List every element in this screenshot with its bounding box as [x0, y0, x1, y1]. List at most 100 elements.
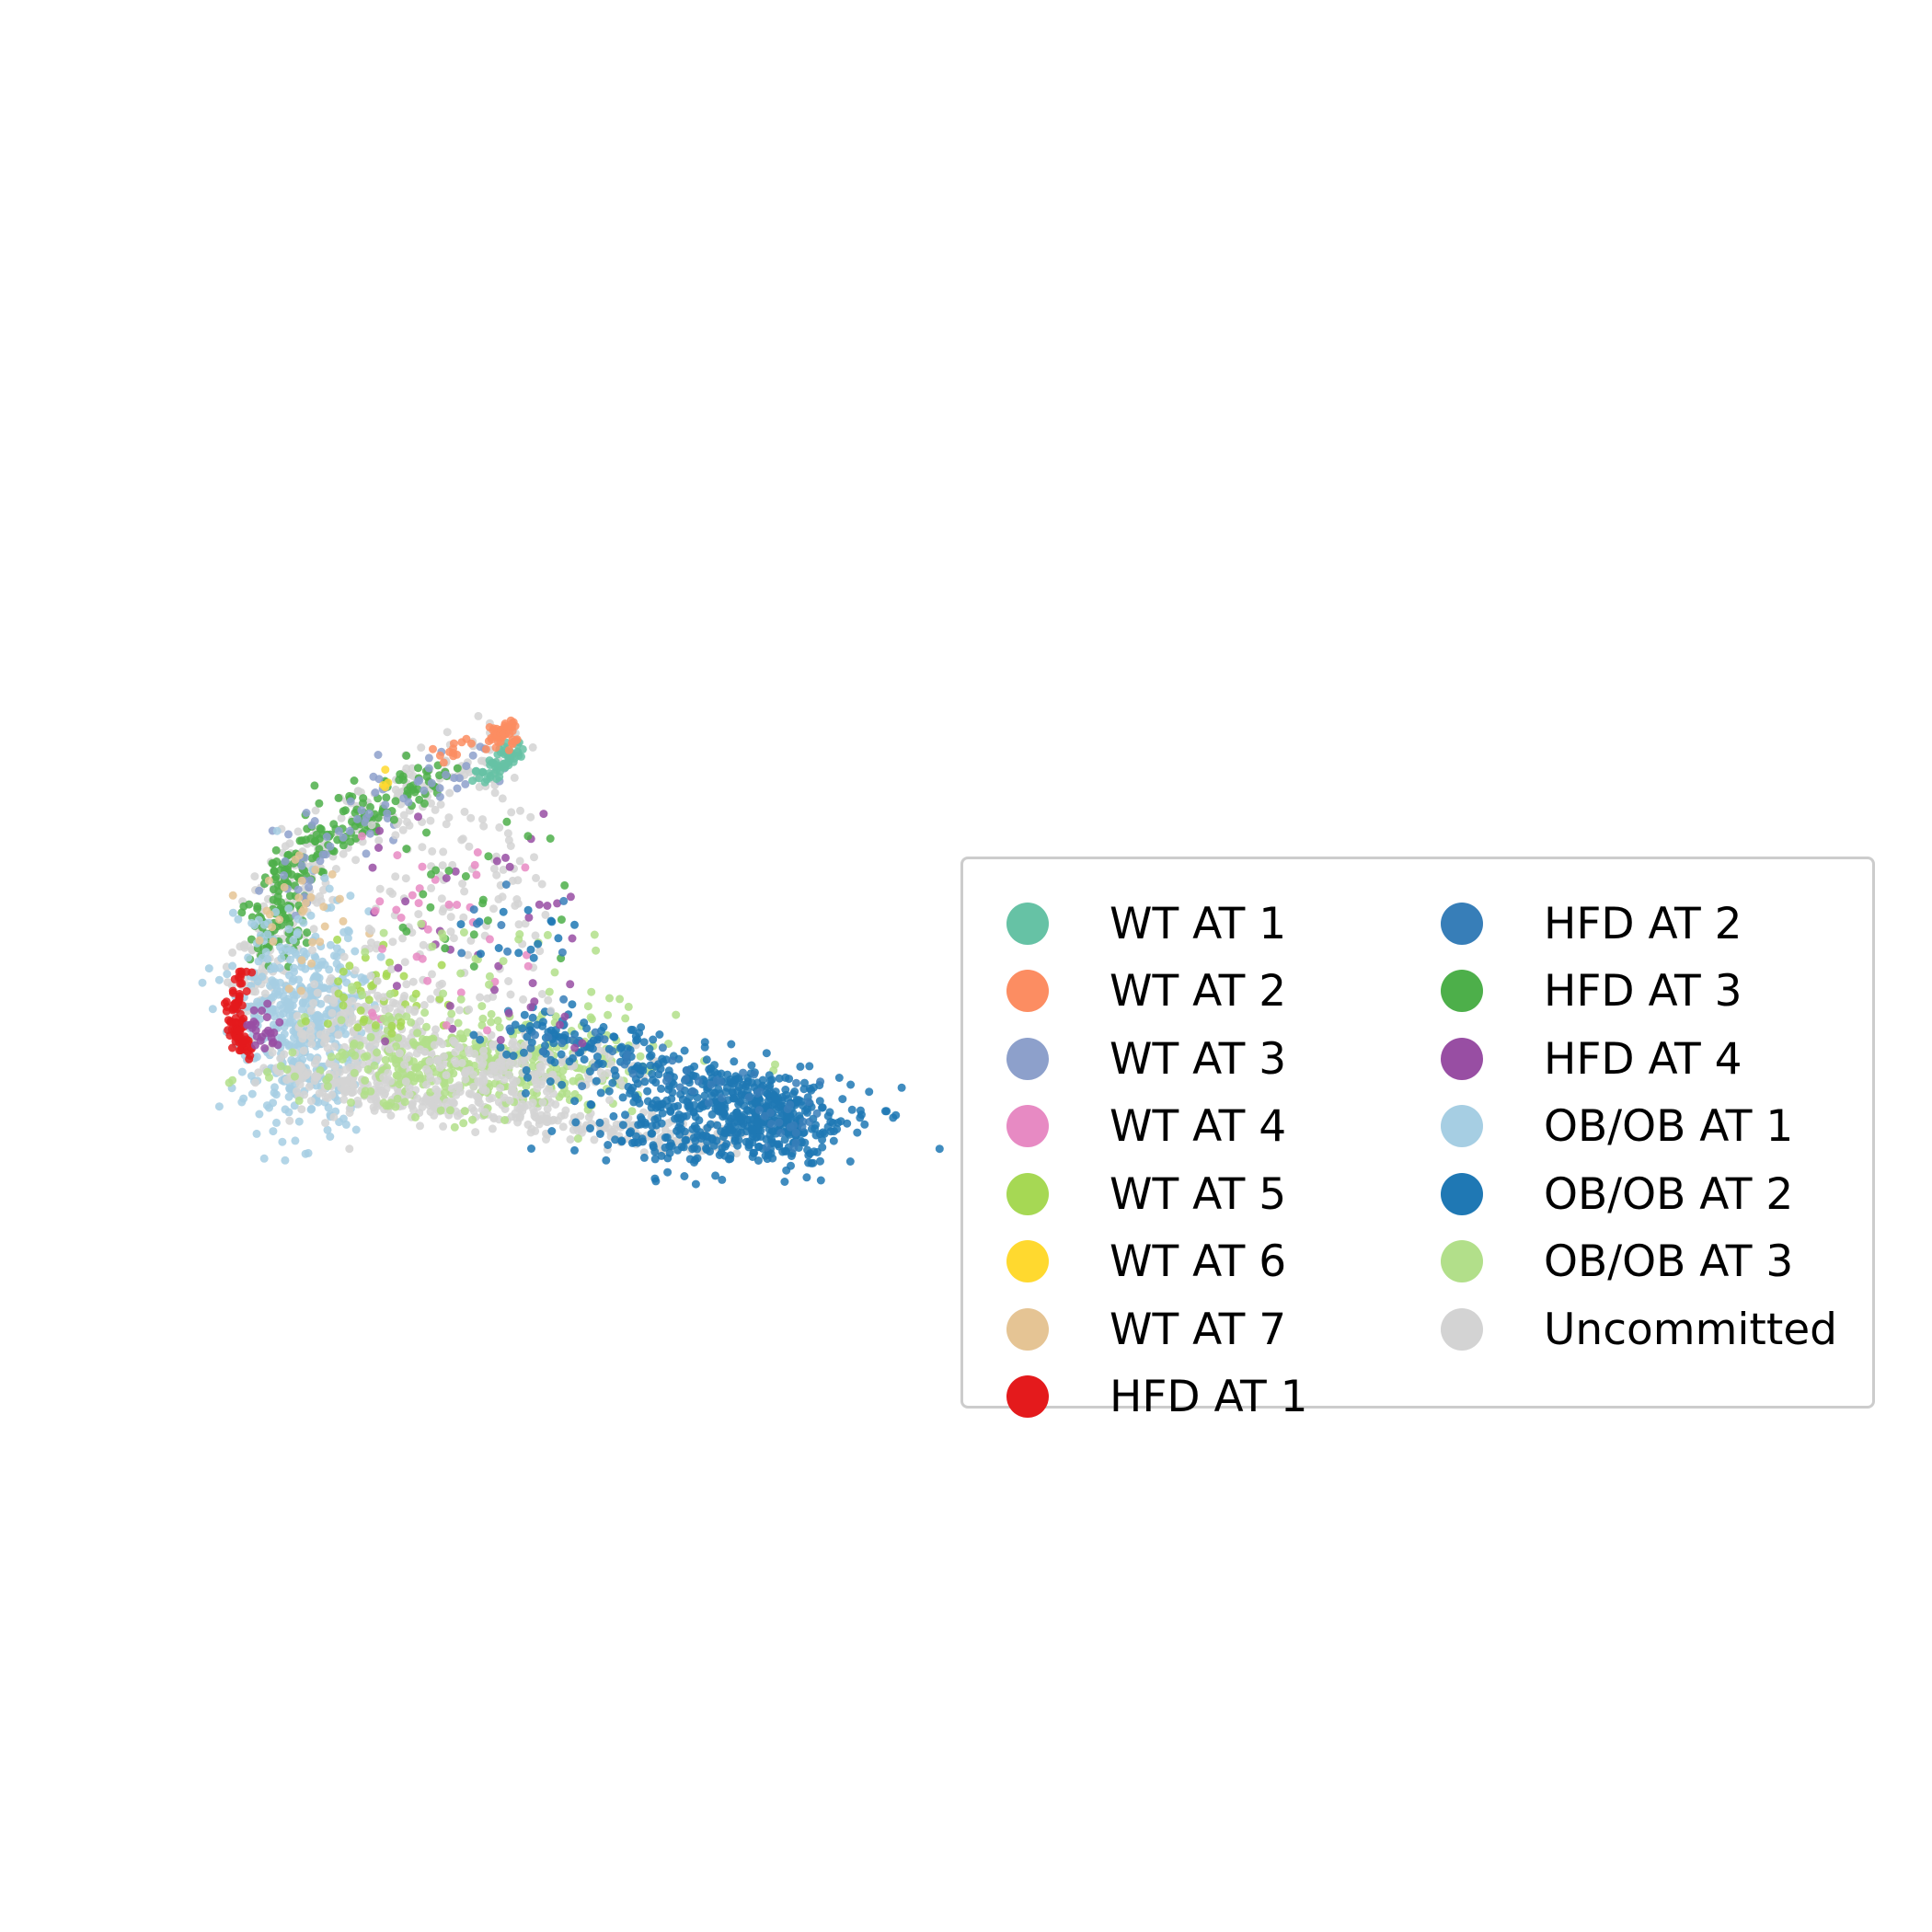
scatter-point — [796, 1062, 805, 1071]
scatter-point — [522, 1065, 531, 1075]
scatter-point — [604, 1141, 613, 1149]
scatter-point — [290, 967, 299, 976]
scatter-point — [477, 1020, 487, 1029]
scatter-point — [231, 1001, 240, 1010]
scatter-point — [571, 1118, 581, 1127]
scatter-point — [679, 1112, 688, 1121]
scatter-point — [383, 814, 392, 822]
scatter-point — [402, 1012, 411, 1021]
scatter-point — [493, 1016, 502, 1025]
scatter-point — [611, 1071, 620, 1080]
scatter-point — [501, 880, 511, 889]
scatter-point — [717, 1069, 726, 1078]
scatter-point — [337, 1016, 346, 1025]
scatter-point — [775, 1118, 784, 1127]
scatter-point — [721, 1128, 730, 1137]
scatter-point — [345, 1144, 354, 1154]
scatter-point — [399, 794, 408, 803]
scatter-point — [491, 743, 500, 753]
scatter-point — [372, 944, 381, 953]
scatter-point — [369, 1012, 378, 1021]
scatter-point — [262, 906, 271, 915]
scatter-point — [834, 1074, 844, 1082]
scatter-point — [485, 972, 494, 981]
scatter-point — [401, 1077, 410, 1087]
scatter-point — [276, 1054, 285, 1063]
scatter-point — [351, 809, 360, 817]
scatter-point — [253, 904, 262, 914]
scatter-point — [402, 980, 411, 989]
scatter-point — [524, 913, 534, 922]
scatter-point — [492, 857, 501, 866]
scatter-point — [301, 1017, 310, 1026]
scatter-point — [461, 779, 470, 788]
scatter-point — [272, 857, 282, 866]
scatter-point — [472, 870, 481, 880]
scatter-point — [489, 904, 498, 914]
scatter-point — [545, 987, 554, 996]
scatter-point — [488, 1061, 497, 1070]
scatter-point — [374, 844, 383, 852]
scatter-point — [665, 1142, 674, 1151]
scatter-point — [515, 930, 524, 938]
scatter-point — [294, 1117, 304, 1126]
scatter-point — [330, 1069, 339, 1078]
scatter-point — [782, 1166, 791, 1175]
scatter-point — [461, 872, 470, 880]
scatter-point — [489, 864, 499, 873]
scatter-point — [742, 1079, 751, 1088]
scatter-point — [462, 762, 471, 771]
scatter-point — [742, 1115, 752, 1124]
scatter-point — [473, 848, 482, 857]
scatter-point — [618, 1093, 627, 1102]
scatter-point — [672, 1010, 681, 1019]
scatter-point — [503, 722, 512, 731]
scatter-point — [416, 1017, 424, 1026]
scatter-point — [276, 1062, 285, 1071]
scatter-point — [507, 808, 516, 817]
scatter-point — [438, 1040, 447, 1049]
scatter-point — [682, 1065, 691, 1075]
scatter-point — [295, 1080, 305, 1089]
scatter-point — [385, 958, 394, 967]
scatter-point — [802, 1173, 811, 1182]
scatter-point — [512, 1059, 522, 1068]
scatter-point — [442, 820, 451, 829]
scatter-point — [403, 818, 411, 826]
scatter-point — [505, 730, 514, 739]
scatter-point — [469, 1030, 478, 1040]
scatter-point — [284, 925, 293, 934]
scatter-point — [255, 936, 264, 945]
scatter-point — [301, 899, 310, 908]
legend-item: HFD AT 1 — [1006, 1369, 1308, 1424]
scatter-point — [807, 1124, 816, 1133]
scatter-point — [393, 1071, 402, 1080]
scatter-point — [810, 1147, 819, 1156]
scatter-point — [402, 1053, 411, 1063]
scatter-point — [345, 1018, 354, 1028]
scatter-point — [718, 1094, 727, 1103]
scatter-point — [702, 1055, 711, 1064]
scatter-point — [247, 1023, 257, 1032]
scatter-point — [829, 1136, 838, 1145]
scatter-point — [525, 1021, 535, 1030]
scatter-point — [366, 1032, 375, 1041]
scatter-point — [543, 902, 552, 910]
scatter-point — [311, 806, 320, 815]
scatter-point — [323, 1043, 332, 1052]
scatter-point — [551, 1012, 560, 1021]
scatter-point — [499, 865, 508, 874]
scatter-point — [316, 1066, 325, 1075]
scatter-point — [546, 834, 555, 843]
scatter-point — [316, 823, 325, 833]
scatter-point — [812, 1109, 822, 1118]
scatter-point — [261, 948, 270, 957]
scatter-point — [528, 979, 537, 988]
scatter-point — [299, 947, 308, 956]
scatter-point — [431, 1085, 441, 1094]
scatter-point — [306, 892, 316, 902]
legend-item: HFD AT 2 — [1441, 896, 1742, 951]
scatter-point — [640, 1118, 650, 1127]
scatter-point — [636, 1052, 645, 1061]
scatter-point — [284, 850, 293, 859]
